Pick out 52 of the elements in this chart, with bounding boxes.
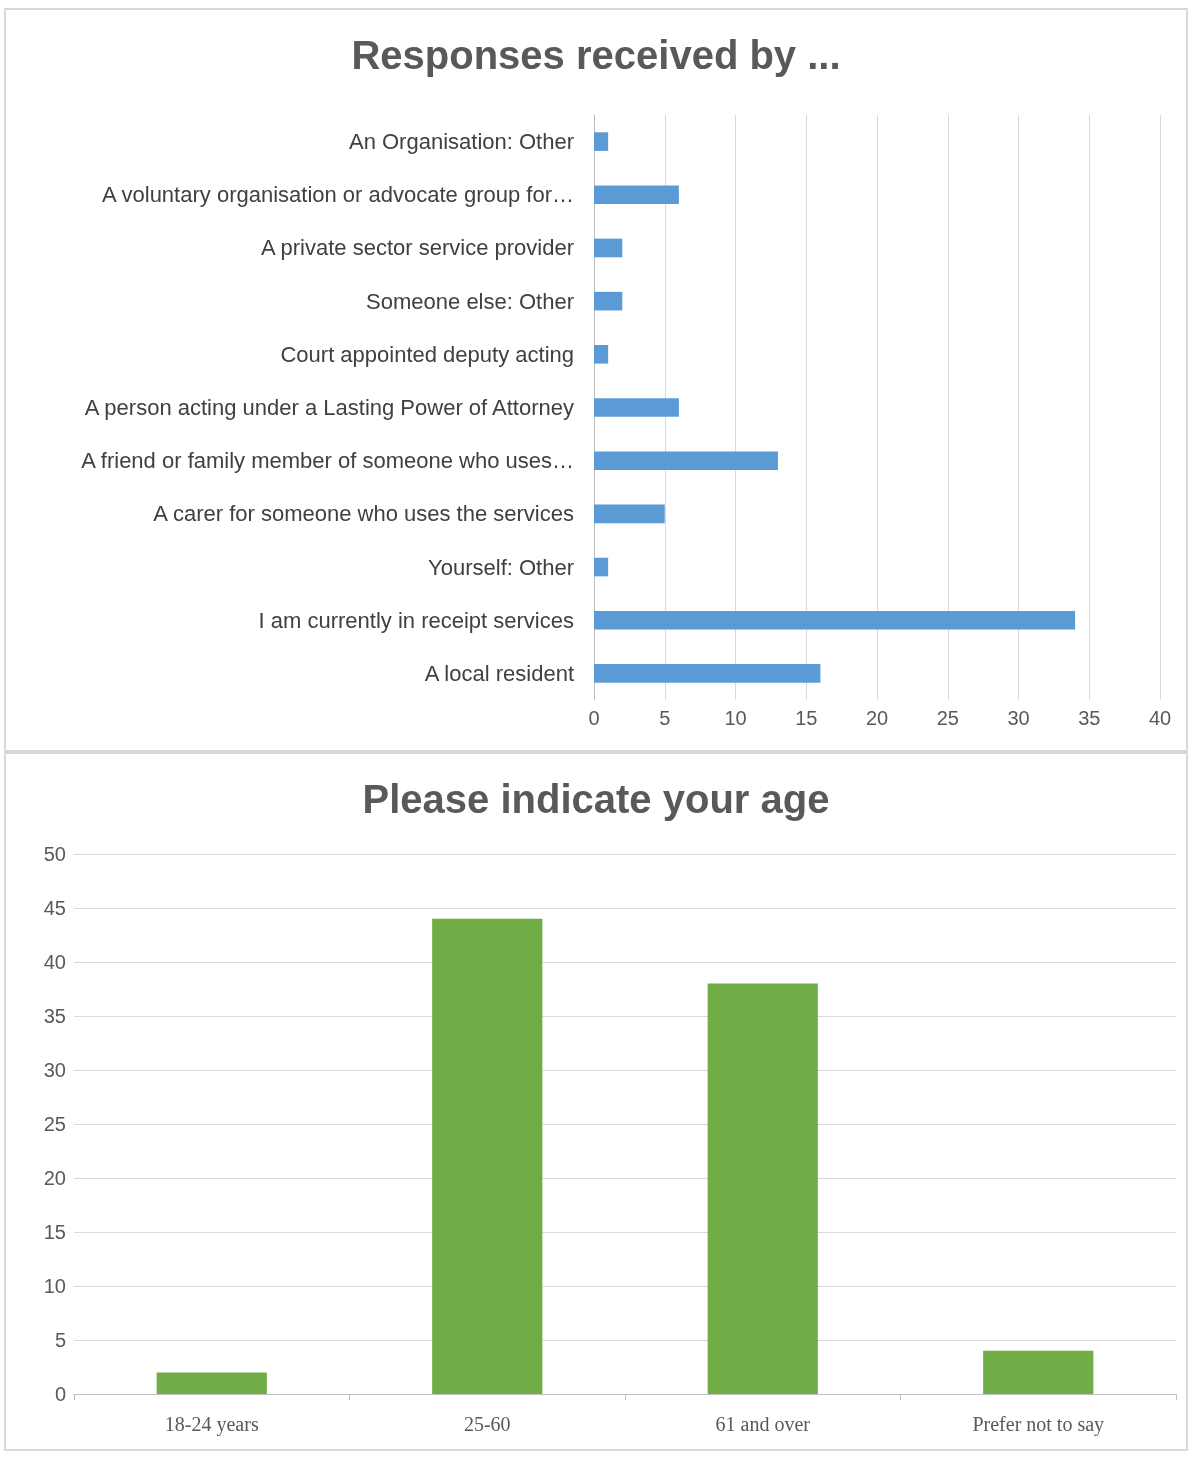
bar [594, 664, 821, 683]
y-tick-label: A private sector service provider [260, 235, 574, 261]
y-tick-label: 40 [43, 951, 66, 973]
y-tick-label: 30 [43, 1059, 66, 1081]
bar [594, 398, 679, 417]
x-tick-label: 61 and over [715, 1413, 811, 1435]
y-tick-label: I am currently in receipt services [258, 607, 574, 633]
y-tick-label: A friend or family member of someone who uses… [81, 448, 574, 474]
y-tick-label: 15 [43, 1221, 66, 1243]
y-tick-label: An Organisation: Other [348, 129, 574, 155]
bar [594, 185, 679, 205]
bar [432, 918, 543, 1394]
y-tick-label: A person acting under a Lasting Power of Attorney [84, 395, 574, 420]
x-tick-label: 18-24 years [164, 1413, 259, 1436]
bar [707, 983, 818, 1394]
bar [594, 238, 623, 258]
y-tick-label: 50 [43, 843, 66, 865]
x-tick-label: Prefer not to say [972, 1413, 1105, 1436]
y-tick-label: 10 [43, 1275, 66, 1297]
x-tick-label: 0 [588, 707, 600, 729]
y-tick-label: Someone else: Other [366, 288, 574, 314]
bar [594, 557, 609, 577]
chart-title: Please indicate your age [362, 777, 830, 821]
y-tick-label: A local resident [424, 660, 574, 686]
x-tick-label: 25 [936, 707, 959, 729]
y-tick-label: 25 [43, 1113, 66, 1135]
y-tick-label: Yourself: Other [428, 554, 574, 580]
y-tick-label: 0 [54, 1383, 66, 1405]
y-tick-label: A voluntary organisation or advocate group for… [101, 182, 574, 208]
y-tick-label: 20 [43, 1167, 66, 1189]
x-tick-label: 40 [1148, 707, 1172, 729]
y-tick-label: 35 [43, 1005, 66, 1027]
x-tick-label: 35 [1078, 707, 1101, 729]
x-tick-label: 25-60 [463, 1413, 511, 1435]
bar [594, 451, 778, 470]
y-tick-label: A carer for someone who uses the services [153, 501, 574, 527]
bar [594, 345, 609, 364]
x-tick-label: 20 [865, 707, 889, 729]
bar [594, 610, 1076, 630]
chart-title: Responses received by ... [351, 33, 841, 77]
x-tick-label: 30 [1007, 707, 1030, 729]
bar [594, 504, 665, 524]
bar [983, 1350, 1094, 1394]
y-tick-label: 45 [43, 897, 66, 919]
bar [156, 1372, 267, 1394]
bar [594, 132, 609, 151]
y-tick-label: Court appointed deputy acting [280, 341, 574, 367]
x-tick-label: 15 [795, 707, 818, 729]
x-tick-label: 5 [659, 707, 671, 729]
x-tick-label: 10 [724, 707, 747, 729]
bar [594, 291, 623, 311]
y-tick-label: 5 [54, 1329, 66, 1351]
